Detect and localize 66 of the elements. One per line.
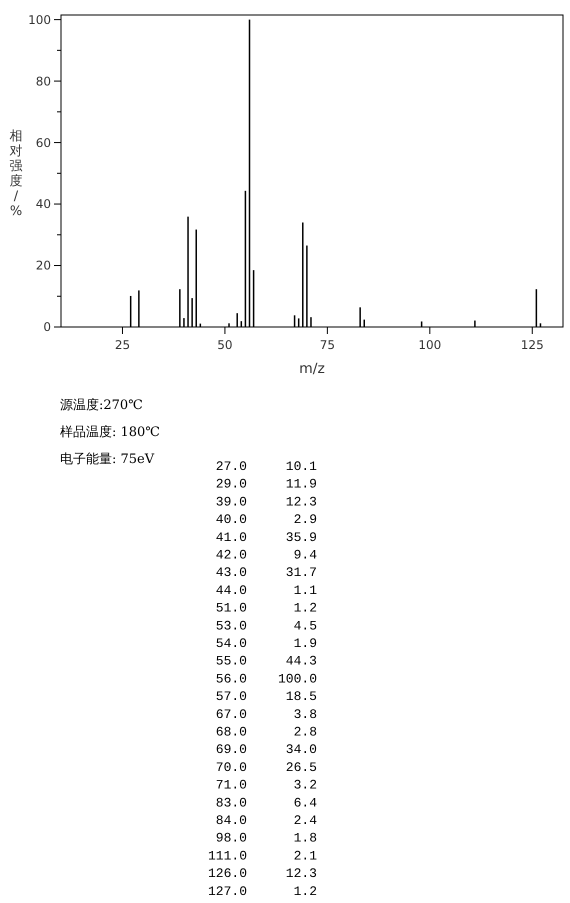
- text: 2.1: [294, 848, 318, 864]
- text: 84.0: [216, 813, 247, 828]
- text: 44.3: [286, 654, 317, 669]
- text: 71.0: [216, 778, 247, 793]
- text: 41.0: [216, 530, 247, 545]
- text: 43.0: [216, 565, 247, 580]
- text: 27.0: [216, 459, 247, 474]
- y-tick-label: 40: [36, 197, 51, 212]
- text: 3.8: [294, 706, 317, 722]
- text: 1.1: [294, 582, 318, 598]
- text: 44.0: [216, 582, 247, 598]
- text: 40.0: [216, 512, 247, 528]
- x-tick-label: 25: [114, 338, 130, 352]
- text: 2.4: [294, 813, 318, 828]
- text: 31.7: [286, 565, 317, 580]
- text: 51.0: [216, 600, 247, 616]
- x-tick-label: 50: [217, 338, 233, 352]
- text: 83.0: [216, 795, 247, 810]
- text: 98.0: [216, 830, 247, 846]
- text: 29.0: [216, 476, 247, 492]
- text: 电子能量: 75eV: [60, 452, 155, 467]
- text: 1.9: [294, 636, 317, 651]
- x-tick-label: 125: [520, 338, 544, 352]
- text: 39.0: [216, 494, 247, 510]
- text: 2.8: [294, 724, 317, 740]
- text: 样品温度: 180℃: [60, 424, 160, 440]
- text: 111.0: [208, 848, 247, 864]
- text: 127.0: [208, 884, 247, 899]
- y-tick-label: 20: [36, 258, 51, 273]
- text: 70.0: [216, 760, 247, 775]
- text: 12.3: [286, 866, 317, 882]
- text: 4.5: [294, 618, 317, 634]
- text: 11.9: [286, 476, 317, 492]
- x-axis-title: m/z: [299, 361, 325, 377]
- text: 126.0: [208, 866, 247, 882]
- text: 56.0: [216, 671, 247, 686]
- y-tick-label: 100: [28, 12, 51, 27]
- text: 57.0: [216, 689, 247, 704]
- text: 源温度:270℃: [60, 397, 143, 413]
- text: 10.1: [286, 459, 318, 474]
- text: 12.3: [286, 494, 317, 510]
- text: 100.0: [278, 671, 317, 686]
- x-tick-label: 100: [418, 338, 442, 352]
- text: 34.0: [286, 742, 317, 758]
- text: 26.5: [286, 760, 317, 775]
- text: 54.0: [216, 636, 247, 651]
- text: 1.2: [294, 600, 317, 616]
- text: 18.5: [286, 689, 317, 704]
- text: 68.0: [216, 724, 247, 740]
- text: 42.0: [216, 548, 247, 562]
- y-tick-label: 0: [43, 320, 51, 334]
- text: 2.9: [294, 512, 317, 528]
- text: 6.4: [294, 795, 318, 810]
- text: 1.8: [294, 830, 317, 846]
- x-tick-label: 75: [320, 338, 336, 352]
- text: 35.9: [286, 530, 317, 545]
- y-tick-label: 80: [36, 74, 51, 88]
- text: 3.2: [294, 778, 317, 793]
- text: 69.0: [216, 742, 247, 758]
- text: 55.0: [216, 654, 247, 669]
- text: 67.0: [216, 706, 247, 722]
- text: 1.2: [294, 884, 317, 899]
- y-axis-title: 相对强度/%: [10, 129, 22, 219]
- text: 53.0: [216, 618, 247, 634]
- text: 9.4: [294, 548, 318, 562]
- y-tick-label: 60: [36, 136, 51, 150]
